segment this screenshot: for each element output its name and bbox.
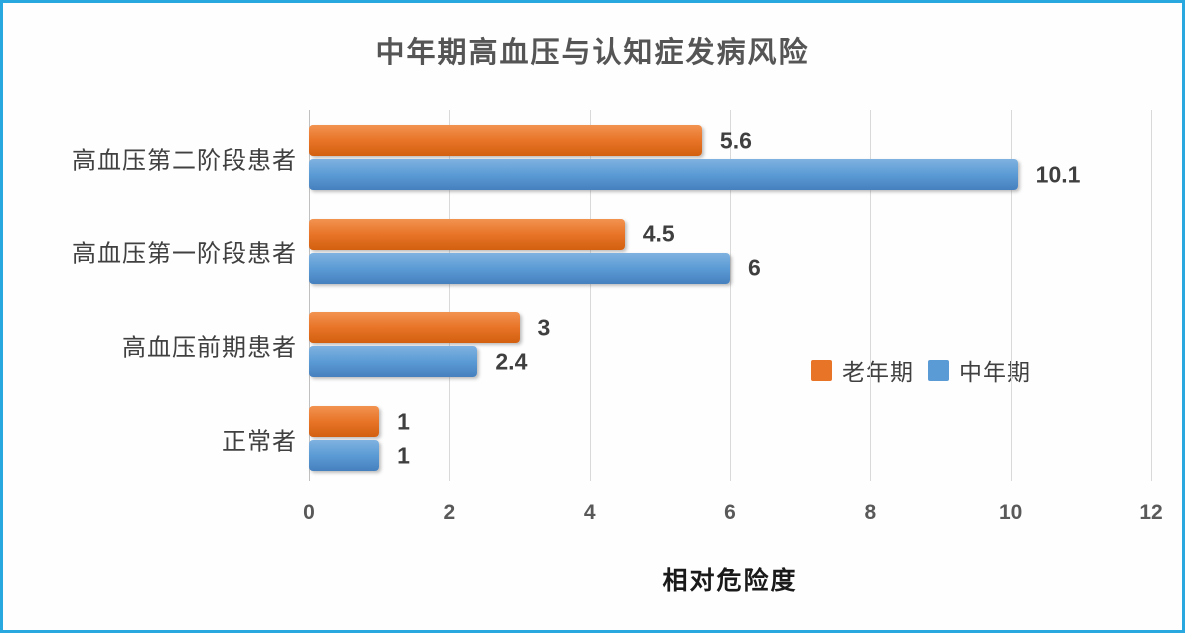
x-tick-label: 4: [583, 501, 596, 524]
value-label: 2.4: [495, 348, 528, 375]
value-label: 5.6: [719, 127, 752, 153]
value-label: 1: [397, 442, 410, 469]
gridline: [589, 110, 591, 481]
legend-swatch-老年期: [811, 359, 832, 381]
value-label: 6: [748, 254, 761, 281]
value-label: 1: [397, 408, 410, 435]
legend-label: 中年期: [959, 360, 1031, 385]
legend-swatch-中年期: [928, 359, 949, 381]
bar-老年期: [309, 218, 625, 250]
bar-老年期: [309, 312, 520, 344]
gridline: [730, 110, 731, 481]
legend-item: 中年期: [928, 353, 1031, 387]
x-tick-label: 2: [443, 501, 456, 524]
bar-中年期: [309, 440, 380, 472]
category-label: 高血压第二阶段患者: [72, 148, 297, 174]
bar-中年期: [309, 252, 730, 284]
plot-area: 老年期 中年期 5.6 10.1 4.5 6 3 2.4 1 1: [309, 110, 1152, 481]
x-tick-label: 10: [998, 501, 1023, 524]
x-tick-label: 0: [303, 501, 315, 524]
x-tick-label: 12: [1139, 501, 1163, 524]
category-axis: 高血压第二阶段患者 高血压第一阶段患者高血压前期患者正常者: [13, 110, 297, 481]
chart-title: 中年期高血压与认知症发病风险: [375, 37, 810, 69]
value-label: 10.1: [1035, 161, 1081, 187]
x-tick-label: 8: [864, 501, 877, 524]
bar-中年期: [309, 159, 1018, 190]
x-axis-title: 相对危险度: [662, 568, 798, 595]
y-axis-line: [309, 110, 310, 481]
category-label: 高血压前期患者: [122, 335, 297, 362]
gridline: [1010, 110, 1012, 481]
gridline: [1151, 110, 1152, 481]
legend-label: 老年期: [842, 360, 914, 385]
category-label: 高血压第一阶段患者: [72, 241, 297, 268]
bar-老年期: [309, 125, 702, 156]
x-axis-ticks: 0 2 4 6 8 10 12: [303, 501, 1163, 531]
value-label: 3: [537, 314, 551, 341]
category-label: 正常者: [222, 429, 297, 456]
gridline: [449, 110, 451, 481]
x-tick-label: 6: [724, 501, 736, 524]
value-label: 4.5: [642, 220, 675, 247]
bar-中年期: [309, 346, 478, 378]
legend: 老年期 中年期: [811, 353, 1031, 387]
legend-item: 老年期: [811, 353, 914, 387]
gridline: [870, 110, 872, 481]
bar-老年期: [309, 406, 380, 438]
